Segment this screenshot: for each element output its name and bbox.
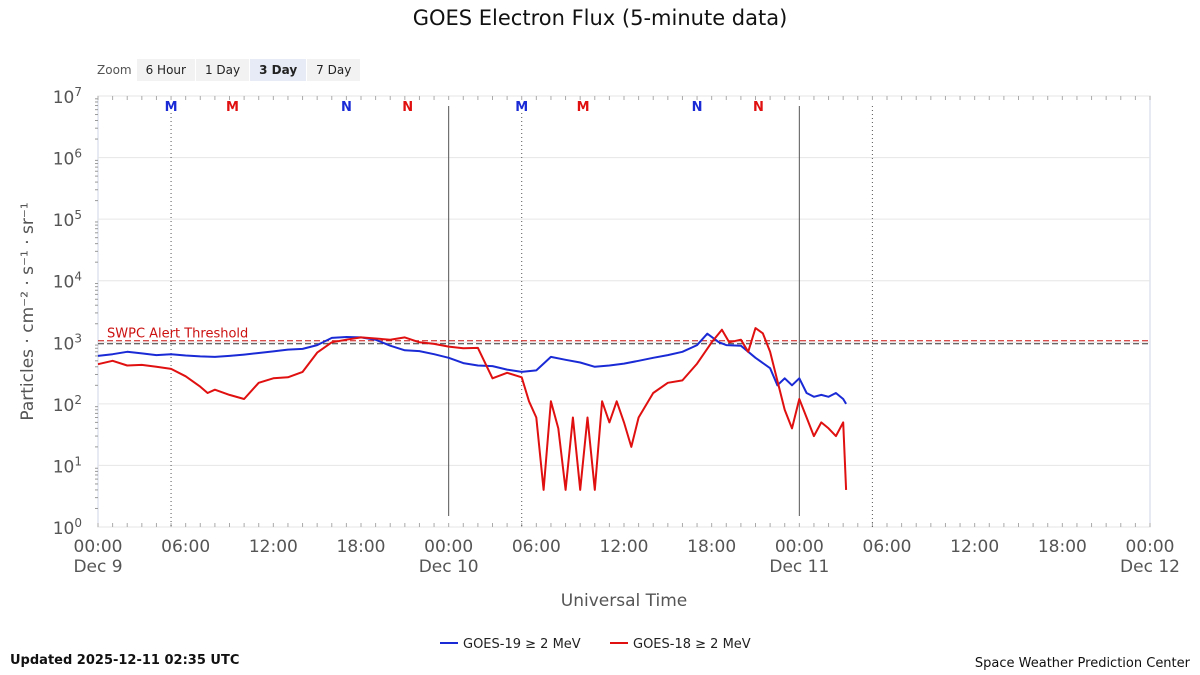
x-date-label: Dec 10 [419,557,479,577]
credit-text: Space Weather Prediction Center [974,656,1190,671]
x-tick-label: 00:00 [775,537,824,557]
y-tick-label: 103 [53,331,82,354]
legend-label: GOES-19 ≥ 2 MeV [463,637,581,652]
local-time-marker: M [515,100,528,115]
y-tick-label: 105 [53,208,82,231]
x-tick-label: 18:00 [1038,537,1087,557]
plot-frame [97,95,1151,528]
y-tick-label: 104 [53,270,82,293]
x-date-label: Dec 9 [73,557,122,577]
y-tick-label: 107 [53,85,82,108]
x-tick-label: 00:00 [1126,537,1175,557]
x-tick-label: 18:00 [687,537,736,557]
zoom-selector: Zoom 6 Hour 1 Day 3 Day 7 Day [92,58,361,82]
local-time-marker: N [402,100,413,115]
series-line [97,332,847,405]
x-tick-label: 06:00 [512,537,561,557]
zoom-7-day-button[interactable]: 7 Day [307,59,361,81]
local-time-marker: M [577,100,590,115]
zoom-6-hour-button[interactable]: 6 Hour [136,59,195,81]
y-axis-label: Particles · cm⁻² · s⁻¹ · sr⁻¹ [18,202,38,420]
local-time-marker: M [226,100,239,115]
x-date-label: Dec 12 [1120,557,1180,577]
y-tick-label: 102 [53,393,82,416]
threshold-label: SWPC Alert Threshold [107,326,248,341]
x-tick-label: 12:00 [950,537,999,557]
local-time-marker: N [753,100,764,115]
y-tick-label: 100 [53,516,82,539]
local-time-marker: M [165,100,178,115]
x-tick-label: 18:00 [337,537,386,557]
x-tick-label: 00:00 [74,537,123,557]
x-date-label: Dec 11 [769,557,829,577]
x-axis-label: Universal Time [561,591,687,611]
chart-title: GOES Electron Flux (5-minute data) [412,6,788,30]
local-time-marker: N [692,100,703,115]
x-tick-label: 12:00 [249,537,298,557]
zoom-3-day-button[interactable]: 3 Day [250,59,307,81]
zoom-1-day-button[interactable]: 1 Day [195,59,250,81]
local-time-marker: N [341,100,352,115]
y-tick-label: 101 [53,454,82,477]
x-tick-label: 12:00 [600,537,649,557]
x-tick-label: 06:00 [161,537,210,557]
legend-label: GOES-18 ≥ 2 MeV [633,637,751,652]
updated-timestamp: Updated 2025-12-11 02:35 UTC [10,653,240,668]
series-line [97,327,848,491]
zoom-label: Zoom [97,63,132,77]
x-tick-label: 06:00 [863,537,912,557]
y-tick-label: 106 [53,147,82,170]
x-tick-label: 00:00 [424,537,473,557]
